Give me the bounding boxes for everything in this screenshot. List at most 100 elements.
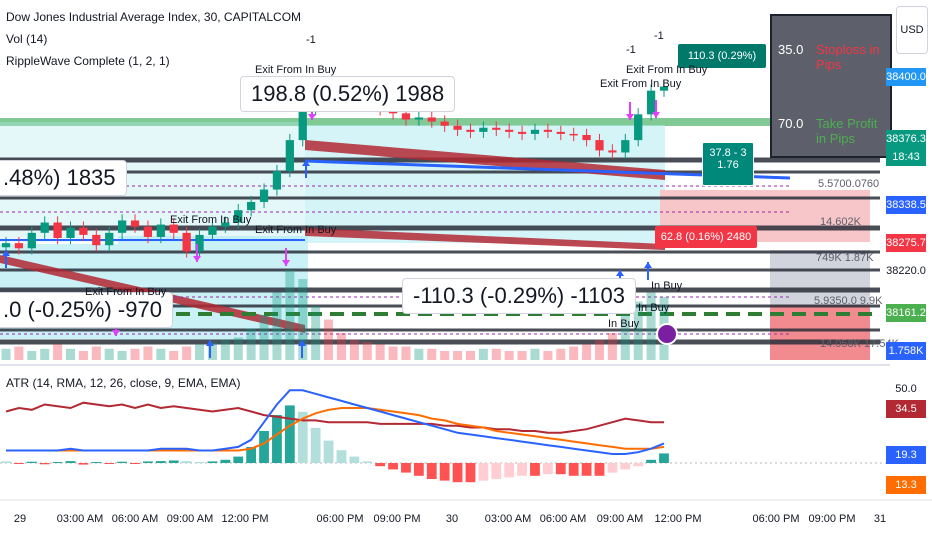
volume-bar-30 [388, 346, 398, 360]
time-label-1: 03:00 AM [57, 513, 103, 525]
volume-bar-5 [65, 348, 76, 360]
currency-button[interactable]: USD [896, 6, 928, 54]
buy-zone-large [305, 125, 665, 243]
trade-box-4: -110.3 (-0.29%) -1103 [402, 278, 636, 314]
histogram-bar-51 [659, 453, 669, 463]
candle-body-17 [221, 222, 230, 227]
candle-body-39 [505, 129, 514, 132]
candle-body-10 [130, 220, 140, 227]
volume-bar-41 [530, 348, 540, 360]
volume-bar-44 [569, 346, 579, 360]
volume-bar-27 [349, 339, 359, 360]
histogram-bar-9 [117, 461, 128, 463]
volume-bar-11 [143, 346, 153, 360]
histogram-bar-42 [542, 463, 553, 475]
histogram-bar-1 [13, 463, 24, 464]
histogram-bar-23 [297, 411, 308, 463]
in-buy-label-3: In Buy [651, 280, 683, 292]
histogram-bar-45 [581, 463, 592, 476]
volume-bar-49 [633, 301, 643, 360]
volume-bar-15 [195, 344, 205, 360]
histogram-bar-16 [207, 461, 218, 463]
volume-bar-19 [246, 328, 256, 360]
exit-arrow-head-5 [112, 330, 120, 336]
entry-arrow-head-3 [298, 340, 306, 346]
histogram-bar-26 [336, 450, 347, 463]
time-label-14: 31 [874, 513, 886, 525]
candle-body-11 [143, 226, 153, 237]
time-label-4: 12:00 PM [221, 513, 268, 525]
volume-bar-40 [517, 351, 527, 360]
time-label-0: 29 [14, 513, 26, 525]
histogram-bar-10 [130, 463, 140, 464]
trade-box-1: 198.8 (0.52%) 1988 [240, 76, 456, 112]
time-label-10: 09:00 AM [597, 513, 643, 525]
candle-body-15 [195, 234, 204, 252]
axis-tag-38338: 38338.5 [886, 196, 926, 214]
volume-bar-36 [465, 351, 475, 360]
histogram-bar-38 [491, 463, 502, 479]
volume-bar-23 [298, 279, 308, 360]
histogram-bar-29 [375, 463, 386, 467]
histogram-bar-3 [39, 463, 50, 465]
exit-arrow-head-2 [652, 112, 660, 118]
candle-body-46 [595, 140, 604, 151]
axis-tag-38376: 38376.3 [886, 130, 926, 148]
candle-body-18 [234, 210, 243, 223]
volume-bar-33 [427, 348, 437, 360]
histogram-bar-8 [104, 463, 115, 464]
exit-arrow-head-0 [308, 114, 316, 120]
vol-legend[interactable]: Vol (14) [6, 32, 48, 46]
histogram-bar-31 [401, 463, 411, 473]
axis-tag-38275: 38275.7 [886, 234, 926, 252]
candle-body-20 [259, 189, 269, 202]
candle-body-5 [66, 227, 75, 238]
volume-bar-45 [582, 344, 592, 360]
right-label-4: 5.9350.0 9.9K [814, 295, 883, 307]
candle-body-19 [247, 201, 256, 211]
exit-arrow-head-4 [282, 260, 290, 266]
candle-body-37 [479, 127, 488, 132]
candle-body-0 [1, 243, 11, 248]
symbol-title[interactable]: Dow Jones Industrial Average Index, 30, … [6, 10, 302, 24]
atr-legend[interactable]: ATR (14, RMA, 12, 26, close, 9, EMA, EMA… [6, 376, 241, 390]
volume-bar-25 [324, 319, 334, 360]
volume-bar-26 [336, 333, 346, 360]
volume-bar-42 [543, 351, 553, 360]
histogram-bar-0 [1, 461, 11, 463]
histogram-bar-49 [633, 463, 644, 467]
candle-body-50 [646, 90, 656, 115]
histogram-bar-44 [568, 463, 579, 476]
candle-body-2 [27, 232, 36, 249]
candle-body-1 [14, 243, 24, 249]
histogram-bar-48 [620, 463, 631, 470]
candle-body-21 [272, 171, 282, 190]
signal-line [6, 407, 665, 452]
indicator-legend[interactable]: RippleWave Complete (1, 2, 1) [6, 54, 170, 68]
red-mid-tag: 62.8 (0.16%) 2480 [655, 226, 757, 248]
histogram-bar-46 [594, 463, 605, 476]
candle-body-49 [634, 114, 643, 141]
volume-bar-18 [233, 337, 243, 360]
candle-body-40 [517, 131, 527, 134]
histogram-bar-12 [155, 461, 166, 463]
trade-box-3: .0 (-0.25%) -970 [0, 292, 173, 328]
histogram-bar-41 [530, 463, 540, 476]
histogram-bar-50 [646, 459, 657, 463]
volume-bar-14 [182, 346, 192, 360]
candle-body-34 [440, 121, 449, 126]
time-axis[interactable]: 29 03:00 AM 06:00 AM 09:00 AM 12:00 PM 06:00 … [14, 513, 886, 525]
sl-tp-table: 35.0 Stoploss in Pips 70.0 Take Profit i… [770, 14, 892, 158]
volume-bar-17 [220, 339, 230, 360]
red-trend-band-lower [305, 228, 665, 250]
macd-histogram [1, 405, 669, 483]
volume-bar-6 [78, 351, 88, 360]
atr-axis-50: 50.0 [886, 380, 926, 398]
candle-body-8 [105, 232, 114, 246]
candle-body-47 [608, 150, 617, 153]
volume-bar-16 [207, 342, 217, 360]
exit-arrow-head-3 [193, 256, 201, 262]
entry-arrow-head-2 [644, 262, 652, 268]
exit-label-1: Exit From In Buy [255, 64, 337, 76]
